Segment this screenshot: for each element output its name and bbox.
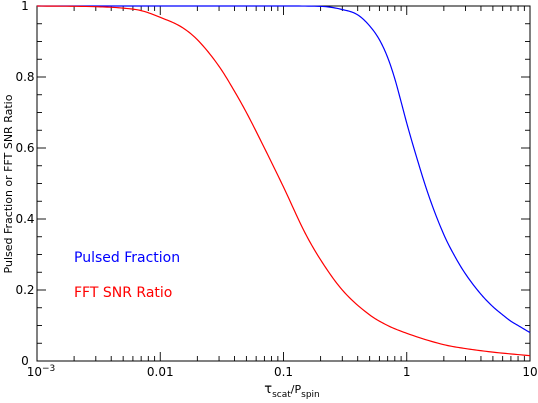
fft-snr-ratio-line — [36, 5, 531, 357]
x-tick-label: 0.1 — [274, 365, 293, 379]
y-tick-label: 0.4 — [15, 212, 34, 226]
series-label-pulsed-fraction: Pulsed Fraction — [74, 250, 180, 266]
x-axis-label-mid: /P — [291, 383, 302, 396]
x-axis-label-main: τ — [264, 382, 272, 397]
y-tick-label: 1 — [21, 0, 29, 13]
ticks — [36, 5, 531, 362]
x-tick-label: 10 — [522, 365, 537, 379]
tick-labels: 10−3 0.01 0.1 1 10 0 0.2 0.4 0.6 0.8 1 — [15, 0, 537, 379]
y-tick-label: 0.8 — [15, 70, 34, 84]
x-axis-label-sub2: spin — [301, 390, 320, 400]
series-label-fft-snr-ratio: FFT SNR Ratio — [74, 285, 172, 301]
y-tick-label: 0.6 — [15, 141, 34, 155]
plot-frame — [36, 5, 531, 362]
x-axis-label: τscat/Pspin — [264, 382, 319, 400]
y-axis-label: Pulsed Fraction or FFT SNR Ratio — [2, 94, 15, 273]
y-tick-label: 0.2 — [15, 283, 34, 297]
x-axis-label-sub1: scat — [272, 390, 291, 400]
y-tick-label: 0 — [21, 354, 29, 368]
x-tick-label: 10−3 — [27, 364, 56, 379]
series-lines — [36, 5, 531, 357]
x-tick-label: 0.01 — [147, 365, 174, 379]
pulsed-fraction-line — [37, 5, 531, 334]
x-tick-label: 1 — [403, 365, 411, 379]
